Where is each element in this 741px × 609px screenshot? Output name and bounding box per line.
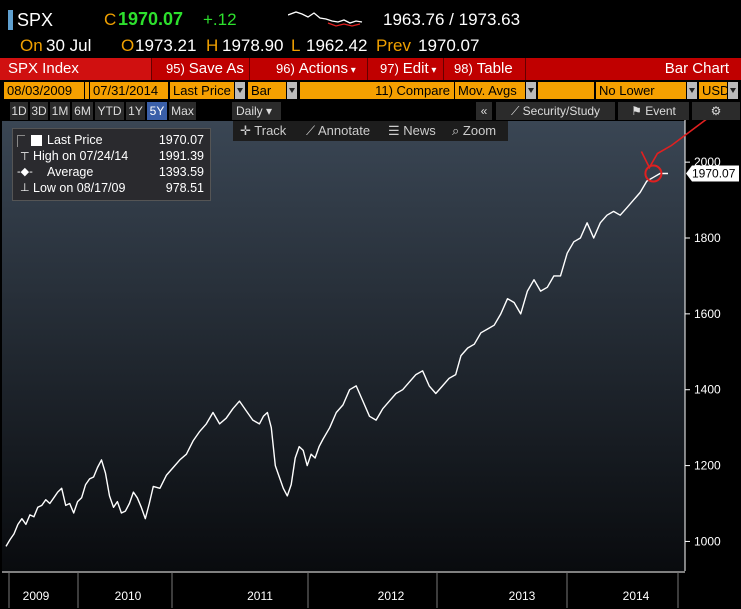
period-select[interactable]: Daily ▾ bbox=[232, 102, 282, 120]
high-label: H bbox=[206, 36, 219, 55]
range-button-ytd[interactable]: YTD bbox=[95, 102, 125, 120]
search-icon: ⌕ bbox=[452, 123, 463, 138]
bid-ask: 1963.76 / 1973.63 bbox=[383, 10, 521, 29]
x-tick-label: 2012 bbox=[378, 589, 405, 603]
compare-dropdown-icon[interactable] bbox=[526, 82, 536, 99]
range-button-3d[interactable]: 3D bbox=[30, 102, 49, 120]
prev-label: Prev bbox=[376, 36, 411, 55]
legend-high: ⊤ High on 07/24/14 1991.39 bbox=[20, 149, 204, 163]
security-name-button[interactable]: SPX Index bbox=[0, 58, 152, 80]
table-button[interactable]: 98) Table bbox=[446, 58, 526, 80]
x-tick-label: 2009 bbox=[23, 589, 50, 603]
average-marker-icon: -◆- bbox=[17, 166, 33, 178]
compare-label[interactable]: 11) Compare bbox=[300, 82, 454, 99]
legend-low: ⊥ Low on 08/17/09 978.51 bbox=[20, 181, 204, 195]
style-select[interactable]: Bar bbox=[248, 82, 286, 99]
open-label: O bbox=[121, 36, 135, 55]
range-button-max[interactable]: Max bbox=[169, 102, 197, 120]
close-label: C bbox=[104, 10, 117, 29]
end-date-field[interactable]: 07/31/2014 bbox=[90, 82, 168, 99]
date-separator bbox=[85, 82, 89, 99]
collapse-button[interactable]: « bbox=[476, 102, 493, 120]
bracket-icon bbox=[17, 135, 25, 147]
chart-type-label: Bar Chart bbox=[530, 58, 741, 80]
change-value: +.12 bbox=[203, 10, 237, 29]
zoom-tool[interactable]: ⌕ Zoom bbox=[448, 121, 506, 141]
high-value: 1978.90 bbox=[222, 36, 284, 55]
close-value: 1970.07 bbox=[118, 9, 184, 29]
x-tick-label: 2014 bbox=[623, 589, 650, 603]
sparkline-icon bbox=[288, 11, 363, 27]
spacer-field bbox=[538, 82, 594, 99]
field-dropdown-icon[interactable] bbox=[235, 82, 245, 99]
ticker: SPX bbox=[17, 10, 54, 30]
pen-icon: ⟋ bbox=[306, 123, 318, 138]
annotation-pen-mark bbox=[640, 120, 707, 170]
compare-select[interactable]: Mov. Avgs bbox=[455, 82, 525, 99]
legend-panel: Last Price 1970.07 ⊤ High on 07/24/14 19… bbox=[12, 128, 211, 201]
x-axis-band bbox=[0, 571, 741, 609]
y-tick-label: 1000 bbox=[694, 534, 721, 548]
flag-icon: ⚑ bbox=[631, 104, 646, 118]
range-button-6m[interactable]: 6M bbox=[72, 102, 94, 120]
y-tick-label: 1200 bbox=[694, 459, 721, 473]
actions-menu-button[interactable]: 96) Actions ▾ bbox=[268, 58, 368, 80]
last-price-tag bbox=[686, 165, 739, 182]
last-price-tag-label: 1970.07 bbox=[692, 167, 736, 181]
price-series-line[interactable] bbox=[5, 172, 668, 547]
crosshair-icon: ✛ bbox=[240, 123, 255, 138]
lower-chart-dropdown-icon[interactable] bbox=[687, 82, 697, 99]
y-tick-label: 1800 bbox=[694, 231, 721, 245]
x-tick-label: 2010 bbox=[115, 589, 142, 603]
y-tick-label: 1400 bbox=[694, 383, 721, 397]
range-button-1d[interactable]: 1D bbox=[10, 102, 29, 120]
ticker-accent bbox=[8, 10, 13, 30]
x-tick-label: 2011 bbox=[247, 589, 273, 603]
white-square-icon bbox=[31, 135, 42, 146]
high-marker-icon: ⊤ bbox=[20, 151, 30, 163]
annotate-tool[interactable]: ⟋ Annotate bbox=[302, 121, 380, 141]
settings-gear-button[interactable]: ⚙ bbox=[692, 102, 741, 120]
prev-value: 1970.07 bbox=[418, 36, 480, 55]
start-date-field[interactable]: 08/03/2009 bbox=[4, 82, 84, 99]
legend-last-price: Last Price 1970.07 bbox=[13, 133, 212, 149]
legend-average: -◆- Average 1393.59 bbox=[17, 165, 204, 179]
date-label: On bbox=[20, 36, 43, 55]
study-icon: ⟋ bbox=[510, 104, 523, 118]
low-marker-icon: ⊥ bbox=[20, 182, 30, 194]
track-tool[interactable]: ✛ Track bbox=[236, 121, 298, 141]
x-tick-label: 2013 bbox=[509, 589, 536, 603]
event-button[interactable]: ⚑ Event bbox=[618, 102, 690, 120]
lower-chart-select[interactable]: No Lower Chart bbox=[596, 82, 686, 115]
open-value: 1973.21 bbox=[135, 36, 197, 55]
highlight-circle bbox=[644, 164, 663, 183]
security-study-button[interactable]: ⟋ Security/Study bbox=[496, 102, 616, 120]
style-dropdown-icon[interactable] bbox=[287, 82, 297, 99]
currency-select[interactable]: USD bbox=[699, 82, 729, 99]
news-tool[interactable]: ☰ News bbox=[384, 121, 444, 141]
range-button-1y[interactable]: 1Y bbox=[126, 102, 146, 120]
gear-icon: ⚙ bbox=[710, 104, 722, 118]
news-icon: ☰ bbox=[388, 123, 404, 138]
save-as-button[interactable]: 95) Save As bbox=[158, 58, 250, 80]
field-select[interactable]: Last Price bbox=[170, 82, 234, 99]
currency-dropdown-icon[interactable] bbox=[728, 82, 738, 99]
low-label: L bbox=[291, 36, 301, 55]
range-button-1m[interactable]: 1M bbox=[50, 102, 71, 120]
range-button-5y[interactable]: 5Y bbox=[147, 102, 168, 120]
edit-menu-button[interactable]: 97) Edit ▾ bbox=[372, 58, 444, 80]
low-value: 1962.42 bbox=[306, 36, 368, 55]
quote-date: 30 Jul bbox=[46, 36, 92, 55]
y-tick-label: 1600 bbox=[694, 307, 721, 321]
